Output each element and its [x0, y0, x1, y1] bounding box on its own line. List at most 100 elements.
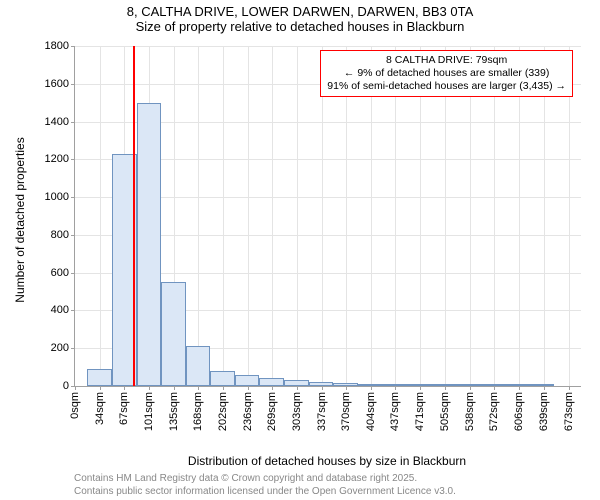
- xtick-label: 404sqm: [365, 392, 377, 431]
- xtick-mark: [420, 386, 421, 390]
- xtick-mark: [445, 386, 446, 390]
- xtick-mark: [100, 386, 101, 390]
- reference-line: [133, 46, 135, 386]
- xtick-label: 538sqm: [464, 392, 476, 431]
- ytick-label: 1200: [45, 153, 69, 165]
- chart-title-block: 8, CALTHA DRIVE, LOWER DARWEN, DARWEN, B…: [0, 4, 600, 34]
- xtick-label: 67sqm: [118, 392, 130, 425]
- histogram-bar: [161, 282, 186, 386]
- histogram-bar: [186, 346, 211, 386]
- ytick-mark: [71, 235, 75, 236]
- xtick-label: 639sqm: [538, 392, 550, 431]
- xtick-mark: [544, 386, 545, 390]
- xtick-label: 437sqm: [389, 392, 401, 431]
- xtick-mark: [174, 386, 175, 390]
- histogram-bar: [431, 384, 456, 386]
- xtick-mark: [346, 386, 347, 390]
- xtick-label: 370sqm: [340, 392, 352, 431]
- histogram-bar: [87, 369, 112, 386]
- xtick-label: 236sqm: [242, 392, 254, 431]
- ytick-label: 600: [51, 267, 69, 279]
- ytick-label: 0: [63, 380, 69, 392]
- histogram-bar: [505, 384, 530, 386]
- copyright-line-1: Contains HM Land Registry data © Crown c…: [74, 473, 456, 486]
- ytick-label: 800: [51, 229, 69, 241]
- xtick-label: 135sqm: [168, 392, 180, 431]
- ytick-mark: [71, 197, 75, 198]
- ytick-label: 1400: [45, 116, 69, 128]
- histogram-bar: [284, 380, 309, 386]
- histogram-plot: 0200400600800100012001400160018000sqm34s…: [74, 46, 581, 387]
- xtick-mark: [569, 386, 570, 390]
- xtick-mark: [75, 386, 76, 390]
- ytick-label: 1800: [45, 40, 69, 52]
- xtick-mark: [470, 386, 471, 390]
- annotation-line: 8 CALTHA DRIVE: 79sqm: [327, 54, 566, 67]
- xtick-mark: [494, 386, 495, 390]
- histogram-bar: [456, 384, 481, 386]
- ytick-label: 1000: [45, 191, 69, 203]
- xtick-label: 202sqm: [217, 392, 229, 431]
- xtick-mark: [395, 386, 396, 390]
- ytick-mark: [71, 159, 75, 160]
- xtick-mark: [223, 386, 224, 390]
- gridline-v: [223, 46, 224, 386]
- histogram-bar: [235, 375, 260, 386]
- histogram-bar: [210, 371, 235, 386]
- gridline-h: [75, 46, 581, 47]
- gridline-v: [248, 46, 249, 386]
- xtick-mark: [297, 386, 298, 390]
- histogram-bar: [481, 384, 506, 386]
- histogram-bar: [309, 382, 334, 386]
- xtick-mark: [371, 386, 372, 390]
- ytick-mark: [71, 122, 75, 123]
- xtick-label: 337sqm: [316, 392, 328, 431]
- gridline-v: [100, 46, 101, 386]
- annotation-box: 8 CALTHA DRIVE: 79sqm← 9% of detached ho…: [320, 50, 573, 97]
- y-axis-label: Number of detached properties: [13, 137, 27, 302]
- ytick-mark: [71, 310, 75, 311]
- ytick-mark: [71, 273, 75, 274]
- xtick-mark: [149, 386, 150, 390]
- x-axis-label: Distribution of detached houses by size …: [74, 454, 580, 468]
- title-line-1: 8, CALTHA DRIVE, LOWER DARWEN, DARWEN, B…: [0, 4, 600, 19]
- gridline-v: [272, 46, 273, 386]
- gridline-v: [297, 46, 298, 386]
- histogram-bar: [530, 384, 555, 386]
- xtick-label: 168sqm: [192, 392, 204, 431]
- ytick-label: 200: [51, 342, 69, 354]
- histogram-bar: [382, 384, 407, 386]
- xtick-mark: [198, 386, 199, 390]
- histogram-bar: [407, 384, 432, 386]
- xtick-label: 269sqm: [266, 392, 278, 431]
- histogram-bar: [333, 383, 358, 386]
- xtick-label: 101sqm: [143, 392, 155, 431]
- ytick-mark: [71, 84, 75, 85]
- xtick-mark: [248, 386, 249, 390]
- copyright-notice: Contains HM Land Registry data © Crown c…: [74, 473, 456, 498]
- annotation-line: ← 9% of detached houses are smaller (339…: [327, 67, 566, 80]
- xtick-label: 505sqm: [439, 392, 451, 431]
- histogram-bar: [259, 378, 284, 386]
- xtick-mark: [124, 386, 125, 390]
- xtick-mark: [519, 386, 520, 390]
- ytick-label: 400: [51, 304, 69, 316]
- histogram-bar: [358, 384, 383, 386]
- xtick-label: 0sqm: [69, 392, 81, 419]
- title-line-2: Size of property relative to detached ho…: [0, 19, 600, 34]
- xtick-label: 303sqm: [291, 392, 303, 431]
- gridline-v: [198, 46, 199, 386]
- xtick-label: 34sqm: [94, 392, 106, 425]
- annotation-line: 91% of semi-detached houses are larger (…: [327, 80, 566, 93]
- ytick-mark: [71, 348, 75, 349]
- ytick-label: 1600: [45, 78, 69, 90]
- xtick-label: 673sqm: [563, 392, 575, 431]
- xtick-mark: [322, 386, 323, 390]
- copyright-line-2: Contains public sector information licen…: [74, 486, 456, 499]
- xtick-label: 572sqm: [488, 392, 500, 431]
- xtick-mark: [272, 386, 273, 390]
- ytick-mark: [71, 46, 75, 47]
- xtick-label: 471sqm: [414, 392, 426, 431]
- histogram-bar: [137, 103, 162, 386]
- xtick-label: 606sqm: [513, 392, 525, 431]
